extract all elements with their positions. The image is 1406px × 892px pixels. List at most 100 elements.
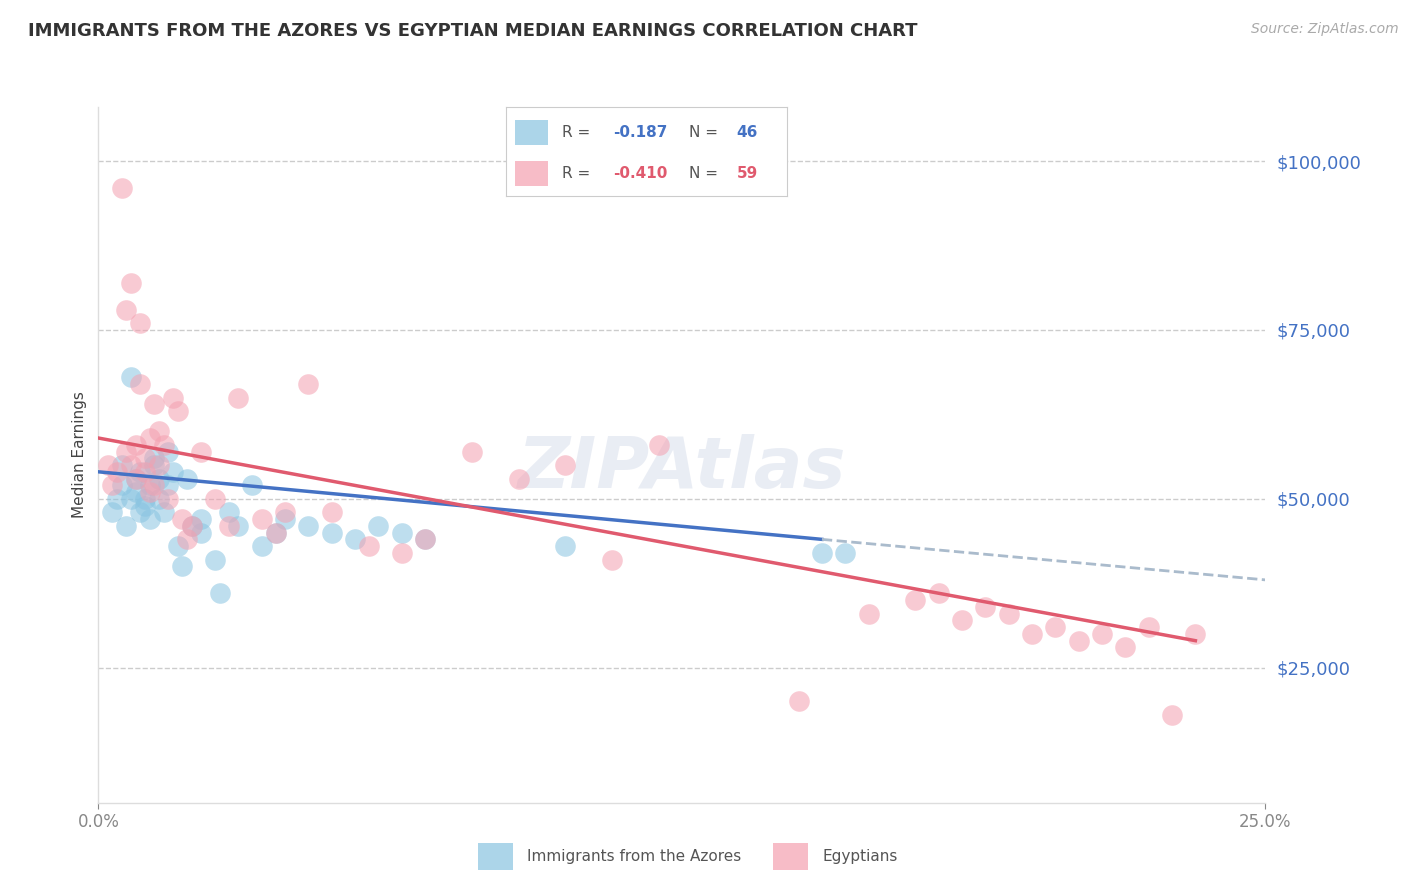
- Y-axis label: Median Earnings: Median Earnings: [72, 392, 87, 518]
- Point: [204, 552, 226, 566]
- Point: [218, 505, 240, 519]
- Text: ZIPAtlas: ZIPAtlas: [517, 434, 846, 503]
- Text: 46: 46: [737, 125, 758, 139]
- Point: [1091, 627, 1114, 641]
- Point: [904, 593, 927, 607]
- Point: [208, 586, 231, 600]
- Point: [858, 607, 880, 621]
- Point: [1045, 620, 1067, 634]
- Point: [139, 431, 162, 445]
- Point: [134, 499, 156, 513]
- Point: [834, 546, 856, 560]
- Point: [162, 391, 184, 405]
- Point: [1021, 627, 1043, 641]
- Point: [974, 599, 997, 614]
- Point: [367, 519, 389, 533]
- Text: R =: R =: [562, 125, 596, 139]
- Point: [787, 694, 810, 708]
- Point: [152, 505, 174, 519]
- Point: [250, 512, 273, 526]
- Point: [413, 533, 436, 547]
- Point: [120, 491, 142, 506]
- Point: [297, 376, 319, 391]
- Point: [180, 519, 202, 533]
- Point: [1184, 627, 1206, 641]
- Point: [101, 478, 124, 492]
- Point: [101, 505, 124, 519]
- Point: [359, 539, 381, 553]
- Text: Egyptians: Egyptians: [823, 849, 898, 863]
- Point: [143, 397, 166, 411]
- FancyBboxPatch shape: [515, 161, 548, 186]
- Text: -0.187: -0.187: [613, 125, 668, 139]
- Text: N =: N =: [689, 166, 723, 180]
- Point: [274, 512, 297, 526]
- Point: [997, 607, 1019, 621]
- Point: [190, 444, 212, 458]
- Point: [111, 478, 134, 492]
- Point: [172, 512, 194, 526]
- Point: [647, 438, 669, 452]
- Point: [321, 525, 343, 540]
- Point: [111, 458, 134, 472]
- Point: [139, 512, 162, 526]
- Point: [554, 539, 576, 553]
- Point: [134, 491, 156, 506]
- Point: [120, 458, 142, 472]
- Point: [115, 519, 138, 533]
- Point: [125, 472, 148, 486]
- Point: [139, 478, 162, 492]
- Point: [264, 525, 287, 540]
- FancyBboxPatch shape: [773, 843, 808, 870]
- Point: [129, 316, 152, 330]
- Point: [811, 546, 834, 560]
- Point: [1114, 640, 1136, 655]
- Point: [554, 458, 576, 472]
- Point: [120, 276, 142, 290]
- Text: Immigrants from the Azores: Immigrants from the Azores: [527, 849, 741, 863]
- Point: [148, 472, 170, 486]
- Point: [115, 302, 138, 317]
- Point: [129, 505, 152, 519]
- Point: [157, 444, 180, 458]
- Point: [264, 525, 287, 540]
- Point: [143, 451, 166, 466]
- Point: [120, 370, 142, 384]
- Point: [461, 444, 484, 458]
- Point: [139, 485, 162, 500]
- Point: [115, 444, 138, 458]
- Point: [148, 458, 170, 472]
- Point: [143, 478, 166, 492]
- Point: [228, 391, 250, 405]
- Point: [111, 181, 134, 195]
- Point: [143, 458, 166, 472]
- Point: [950, 614, 973, 628]
- Point: [105, 465, 128, 479]
- Point: [1161, 708, 1184, 723]
- Point: [172, 559, 194, 574]
- Text: IMMIGRANTS FROM THE AZORES VS EGYPTIAN MEDIAN EARNINGS CORRELATION CHART: IMMIGRANTS FROM THE AZORES VS EGYPTIAN M…: [28, 22, 918, 40]
- Point: [190, 525, 212, 540]
- Point: [250, 539, 273, 553]
- Point: [928, 586, 950, 600]
- Point: [157, 491, 180, 506]
- Text: R =: R =: [562, 166, 596, 180]
- Point: [157, 478, 180, 492]
- Point: [242, 478, 264, 492]
- Point: [508, 472, 530, 486]
- Point: [180, 519, 202, 533]
- FancyBboxPatch shape: [478, 843, 513, 870]
- Point: [148, 424, 170, 438]
- Point: [274, 505, 297, 519]
- Point: [166, 404, 188, 418]
- Point: [166, 539, 188, 553]
- Point: [391, 546, 413, 560]
- Point: [413, 533, 436, 547]
- Point: [97, 458, 120, 472]
- Point: [1137, 620, 1160, 634]
- Point: [134, 451, 156, 466]
- Point: [391, 525, 413, 540]
- Point: [204, 491, 226, 506]
- Point: [176, 472, 198, 486]
- Point: [129, 465, 152, 479]
